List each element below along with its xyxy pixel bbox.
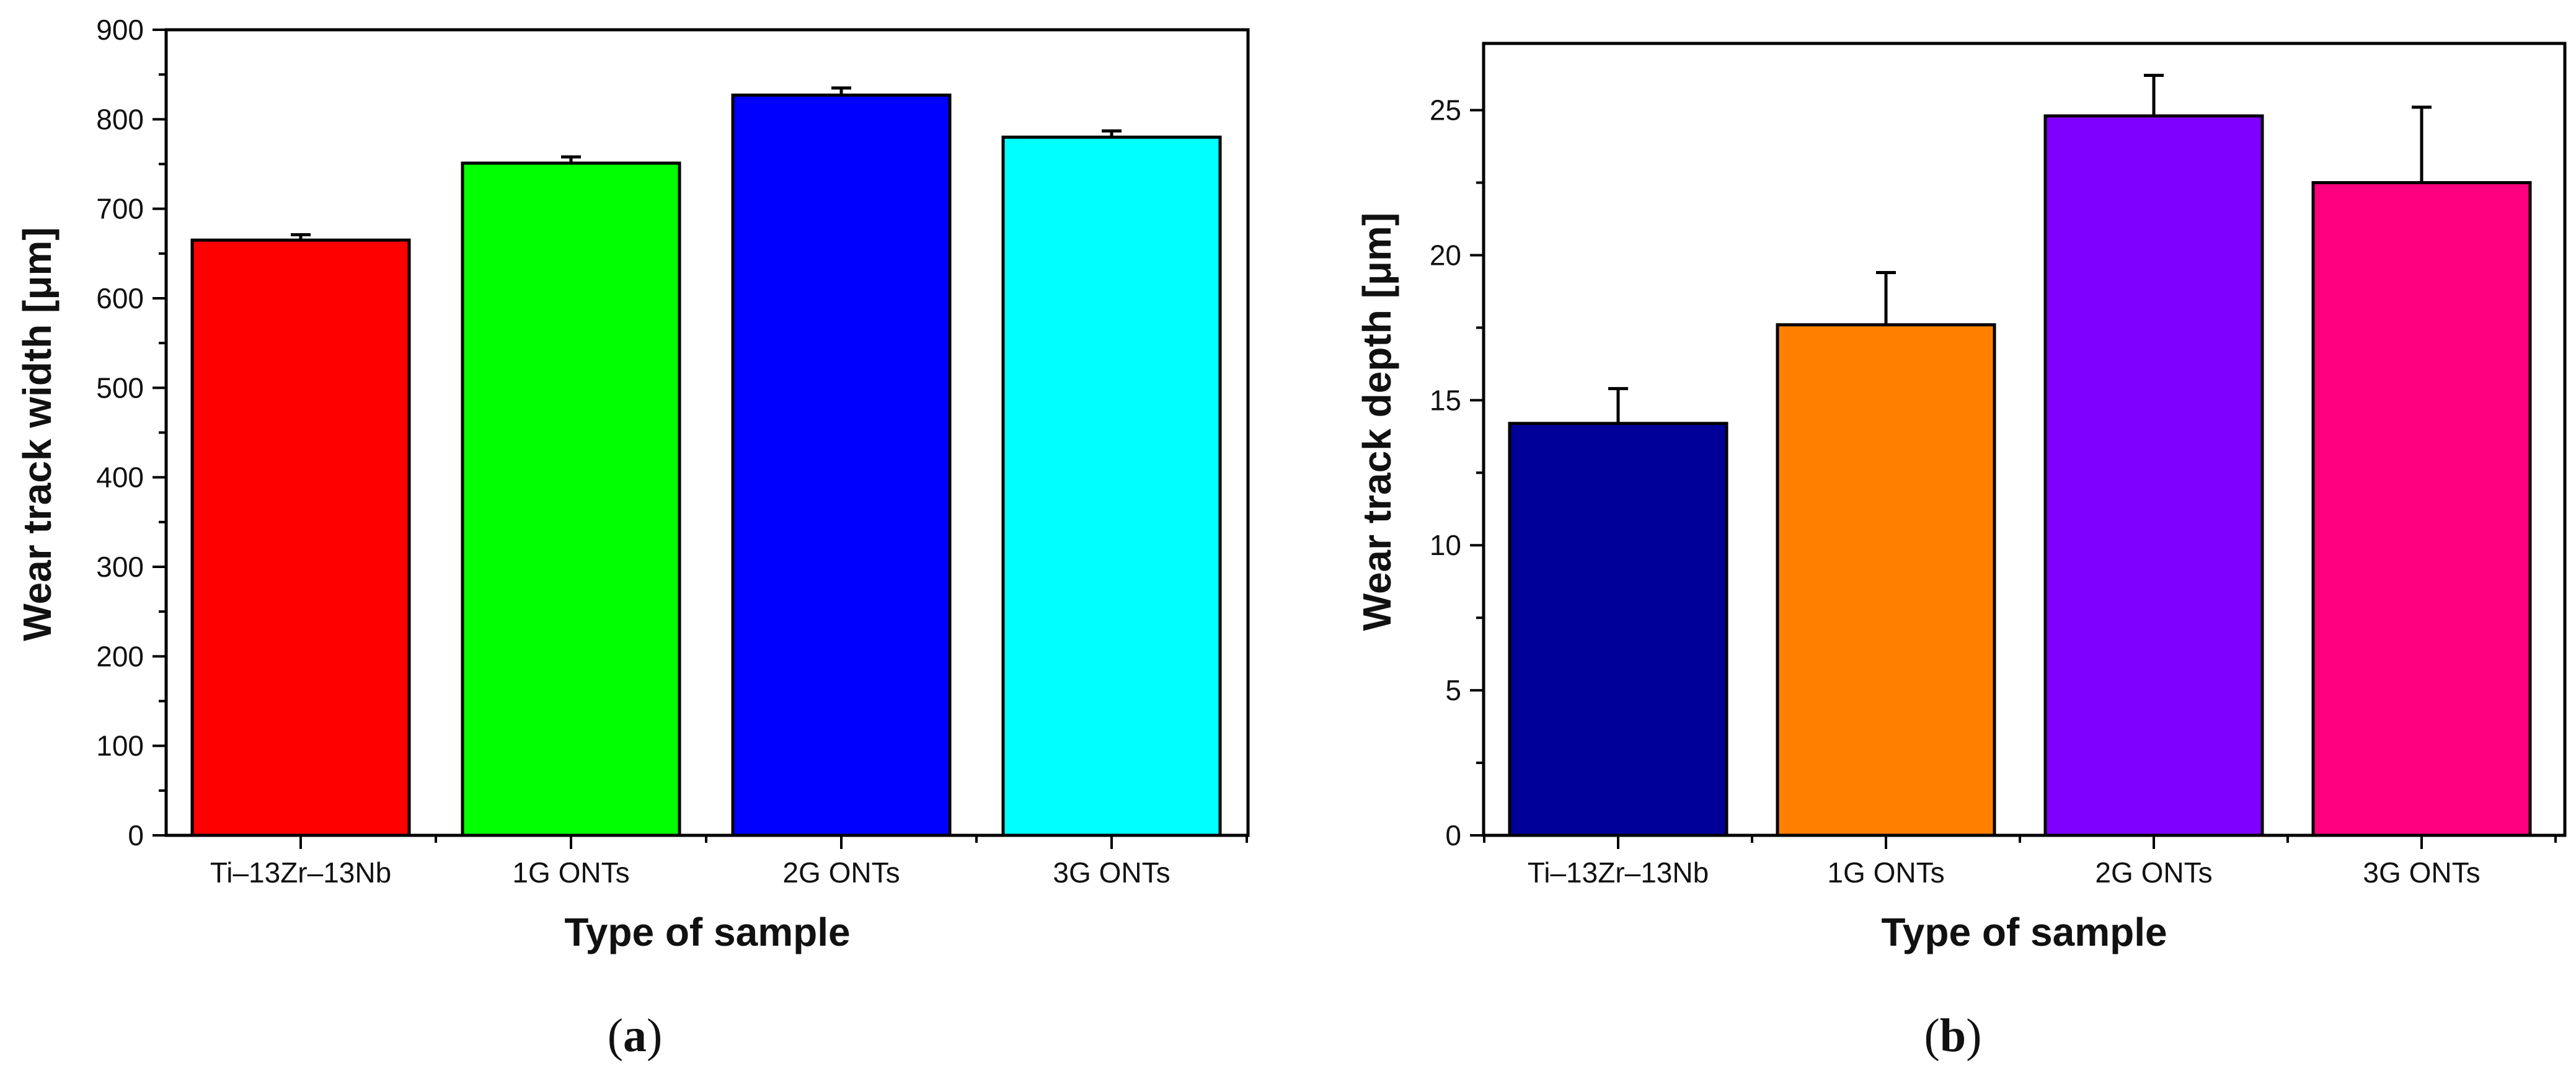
chart-b-xtick-label-2: 2G ONTs	[2095, 856, 2212, 889]
chart-b-ytick-label-1: 5	[1445, 674, 1461, 706]
chart-a-ytick-label-9: 900	[96, 14, 144, 46]
chart-b-ytick-label-3: 15	[1430, 384, 1461, 416]
chart-b-xtick-label-0: Ti–13Zr–13Nb	[1528, 856, 1709, 889]
chart-a-ytick-label-1: 100	[96, 730, 144, 762]
chart-b-bar-2	[2043, 114, 2264, 837]
chart-b-bar-1	[1776, 323, 1996, 837]
chart-b-ytick-label-4: 20	[1430, 239, 1461, 271]
chart-a-plot-frame	[164, 28, 1250, 837]
chart-b-panel-label: (b)	[1924, 1010, 1982, 1062]
chart-b-ylabel: Wear track depth [μm]	[1355, 213, 1399, 631]
chart-a-wear-track-width: Wear track width [μm] Type of sample (a)…	[15, 14, 1250, 1062]
chart-b-ytick-label-2: 10	[1430, 529, 1461, 561]
chart-a-xlabel: Type of sample	[564, 910, 850, 954]
chart-b-ytick-label-5: 25	[1430, 94, 1461, 127]
chart-b-xlabel: Type of sample	[1881, 910, 2167, 954]
chart-a-ytick-label-7: 700	[96, 193, 144, 225]
chart-a-ytick-label-5: 500	[96, 371, 144, 404]
chart-a-xtick-label-3: 3G ONTs	[1053, 856, 1170, 889]
chart-b-bar-0	[1508, 422, 1728, 837]
chart-b-plot-frame	[1482, 42, 2567, 837]
chart-a-bar-1	[461, 161, 681, 837]
chart-a-xtick-label-1: 1G ONTs	[512, 856, 629, 889]
chart-a-bar-2	[731, 93, 952, 837]
chart-a-xtick-label-2: 2G ONTs	[782, 856, 900, 889]
chart-a-bar-0	[190, 238, 411, 837]
chart-b-ytick-label-0: 0	[1445, 819, 1461, 851]
chart-a-ytick-label-2: 200	[96, 640, 144, 672]
chart-b-bar-3	[2311, 181, 2532, 837]
chart-a-panel-label: (a)	[608, 1010, 663, 1062]
chart-a-ytick-label-3: 300	[96, 551, 144, 583]
chart-a-ytick-label-8: 800	[96, 103, 144, 135]
chart-b-wear-track-depth: Wear track depth [μm] Type of sample (b)…	[1355, 42, 2567, 1062]
chart-a-ytick-label-4: 400	[96, 461, 144, 494]
chart-a-ylabel: Wear track width [μm]	[15, 227, 60, 641]
chart-a-bar-3	[1001, 135, 1222, 837]
chart-b-xtick-label-3: 3G ONTs	[2363, 856, 2480, 889]
chart-a-ytick-label-0: 0	[128, 819, 144, 851]
chart-b-xtick-label-1: 1G ONTs	[1827, 856, 1944, 889]
chart-a-ytick-label-6: 600	[96, 282, 144, 314]
chart-a-xtick-label-0: Ti–13Zr–13Nb	[210, 856, 391, 889]
